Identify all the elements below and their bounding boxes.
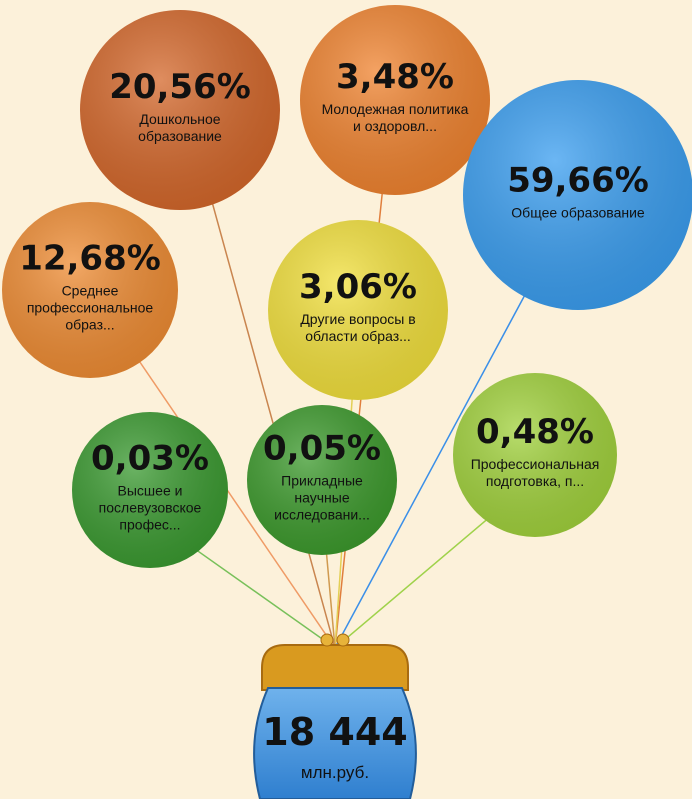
balloon-label: подготовка, п... bbox=[486, 473, 584, 489]
balloon-shade bbox=[80, 10, 280, 210]
balloon-label: научные bbox=[294, 490, 349, 506]
purse-clasp bbox=[262, 645, 408, 690]
balloon-label: профес... bbox=[119, 517, 180, 533]
balloon-label: Профессиональная bbox=[471, 456, 600, 472]
balloon-shade bbox=[453, 373, 617, 537]
balloon-label: послевузовское bbox=[99, 500, 202, 516]
balloon-percent: 12,68% bbox=[19, 239, 161, 279]
balloon-percent: 59,66% bbox=[507, 161, 649, 201]
balloon-label: и оздоровл... bbox=[353, 118, 437, 134]
purse: 18 444 млн.руб. bbox=[254, 634, 416, 799]
balloon-percent: 3,48% bbox=[336, 57, 454, 97]
balloon-label: исследовани... bbox=[274, 507, 370, 523]
balloon-shade bbox=[268, 220, 448, 400]
balloon-percent: 0,05% bbox=[263, 429, 381, 469]
balloon-label: области образ... bbox=[305, 328, 411, 344]
balloon-percent: 0,48% bbox=[476, 412, 594, 452]
purse-knob bbox=[337, 634, 349, 646]
total-value: 18 444 bbox=[262, 710, 407, 754]
balloon-percent: 20,56% bbox=[109, 67, 251, 107]
balloon-percent: 3,06% bbox=[299, 267, 417, 307]
balloon-percent: 0,03% bbox=[91, 439, 209, 479]
balloon-label: профессиональное bbox=[27, 300, 154, 316]
balloon-label: Общее образование bbox=[511, 205, 645, 221]
balloon-label: образ... bbox=[65, 317, 114, 333]
balloon-label: Среднее bbox=[62, 283, 119, 299]
balloon-label: Молодежная политика bbox=[322, 101, 469, 117]
balloon-label: Высшее и bbox=[118, 483, 183, 499]
total-unit: млн.руб. bbox=[301, 763, 369, 782]
infographic: 20,56% Дошкольноеобразование 3,48% Молодежн… bbox=[0, 0, 692, 799]
balloon-shade bbox=[300, 5, 490, 195]
balloon-label: Прикладные bbox=[281, 473, 363, 489]
balloon-label: Другие вопросы в bbox=[300, 311, 415, 327]
balloon-label: образование bbox=[138, 128, 222, 144]
purse-knob bbox=[321, 634, 333, 646]
balloon-label: Дошкольное bbox=[139, 111, 220, 127]
